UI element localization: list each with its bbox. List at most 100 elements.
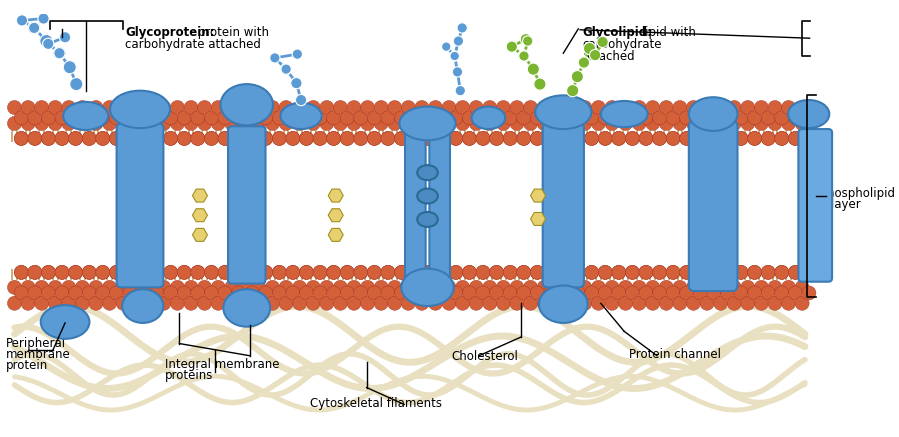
Circle shape	[605, 116, 619, 131]
Circle shape	[687, 116, 700, 131]
Circle shape	[571, 132, 585, 146]
Circle shape	[748, 111, 761, 125]
Circle shape	[517, 132, 530, 146]
Circle shape	[748, 132, 761, 146]
Ellipse shape	[63, 102, 108, 130]
Circle shape	[381, 132, 395, 146]
Circle shape	[537, 296, 551, 310]
Circle shape	[129, 116, 144, 131]
Circle shape	[714, 296, 727, 310]
Circle shape	[653, 111, 666, 125]
Circle shape	[360, 101, 375, 114]
Circle shape	[490, 132, 503, 146]
Circle shape	[41, 265, 56, 279]
Circle shape	[232, 265, 245, 279]
Circle shape	[754, 280, 769, 295]
Circle shape	[598, 111, 612, 125]
Ellipse shape	[40, 305, 89, 339]
Circle shape	[259, 111, 272, 125]
Circle shape	[35, 101, 49, 114]
Circle shape	[551, 280, 565, 295]
Text: protein with: protein with	[194, 26, 270, 39]
Circle shape	[414, 101, 429, 114]
Ellipse shape	[220, 84, 273, 125]
Circle shape	[693, 132, 708, 146]
Circle shape	[164, 111, 178, 125]
Circle shape	[734, 111, 748, 125]
Circle shape	[490, 111, 503, 125]
Circle shape	[368, 265, 381, 279]
Circle shape	[326, 265, 341, 279]
Circle shape	[374, 116, 388, 131]
Circle shape	[584, 265, 599, 279]
Circle shape	[55, 132, 69, 146]
Circle shape	[761, 265, 775, 279]
Circle shape	[347, 296, 361, 310]
Circle shape	[28, 132, 42, 146]
Circle shape	[62, 296, 76, 310]
Circle shape	[457, 23, 467, 33]
Circle shape	[326, 132, 341, 146]
Circle shape	[123, 132, 137, 146]
Circle shape	[571, 111, 585, 125]
Circle shape	[632, 296, 646, 310]
Circle shape	[687, 280, 700, 295]
Circle shape	[557, 132, 572, 146]
Circle shape	[245, 132, 259, 146]
Circle shape	[605, 296, 619, 310]
Circle shape	[449, 132, 463, 146]
Circle shape	[422, 132, 436, 146]
Circle shape	[592, 116, 605, 131]
Circle shape	[204, 265, 218, 279]
Text: Protein channel: Protein channel	[629, 348, 721, 361]
Circle shape	[211, 101, 226, 114]
Circle shape	[238, 116, 253, 131]
Circle shape	[272, 111, 286, 125]
Circle shape	[116, 296, 130, 310]
Circle shape	[584, 132, 599, 146]
Circle shape	[245, 265, 259, 279]
Circle shape	[326, 132, 341, 146]
Circle shape	[184, 296, 198, 310]
Circle shape	[374, 101, 388, 114]
Circle shape	[62, 101, 76, 114]
Circle shape	[510, 116, 524, 131]
Circle shape	[218, 132, 232, 146]
Circle shape	[503, 265, 517, 279]
Circle shape	[727, 296, 742, 310]
Circle shape	[714, 101, 727, 114]
Circle shape	[68, 286, 83, 300]
Circle shape	[259, 265, 272, 279]
Circle shape	[476, 111, 490, 125]
Circle shape	[82, 286, 96, 300]
Circle shape	[666, 132, 681, 146]
Circle shape	[387, 116, 402, 131]
Circle shape	[510, 280, 524, 295]
Circle shape	[530, 132, 545, 146]
Circle shape	[518, 50, 530, 62]
Circle shape	[225, 280, 239, 295]
Circle shape	[368, 265, 381, 279]
Circle shape	[340, 265, 354, 279]
Circle shape	[292, 49, 302, 59]
Circle shape	[354, 132, 368, 146]
Circle shape	[14, 286, 28, 300]
Circle shape	[666, 265, 681, 279]
Circle shape	[781, 116, 796, 131]
Circle shape	[265, 116, 280, 131]
Circle shape	[35, 296, 49, 310]
Circle shape	[354, 286, 368, 300]
Circle shape	[238, 296, 253, 310]
Circle shape	[503, 132, 517, 146]
Ellipse shape	[417, 212, 438, 227]
Circle shape	[299, 132, 314, 146]
Circle shape	[496, 101, 511, 114]
Ellipse shape	[689, 97, 737, 131]
Circle shape	[347, 101, 361, 114]
Circle shape	[320, 101, 334, 114]
Circle shape	[334, 116, 347, 131]
FancyBboxPatch shape	[798, 129, 832, 282]
Circle shape	[347, 116, 361, 131]
Circle shape	[768, 101, 782, 114]
Circle shape	[693, 265, 708, 279]
